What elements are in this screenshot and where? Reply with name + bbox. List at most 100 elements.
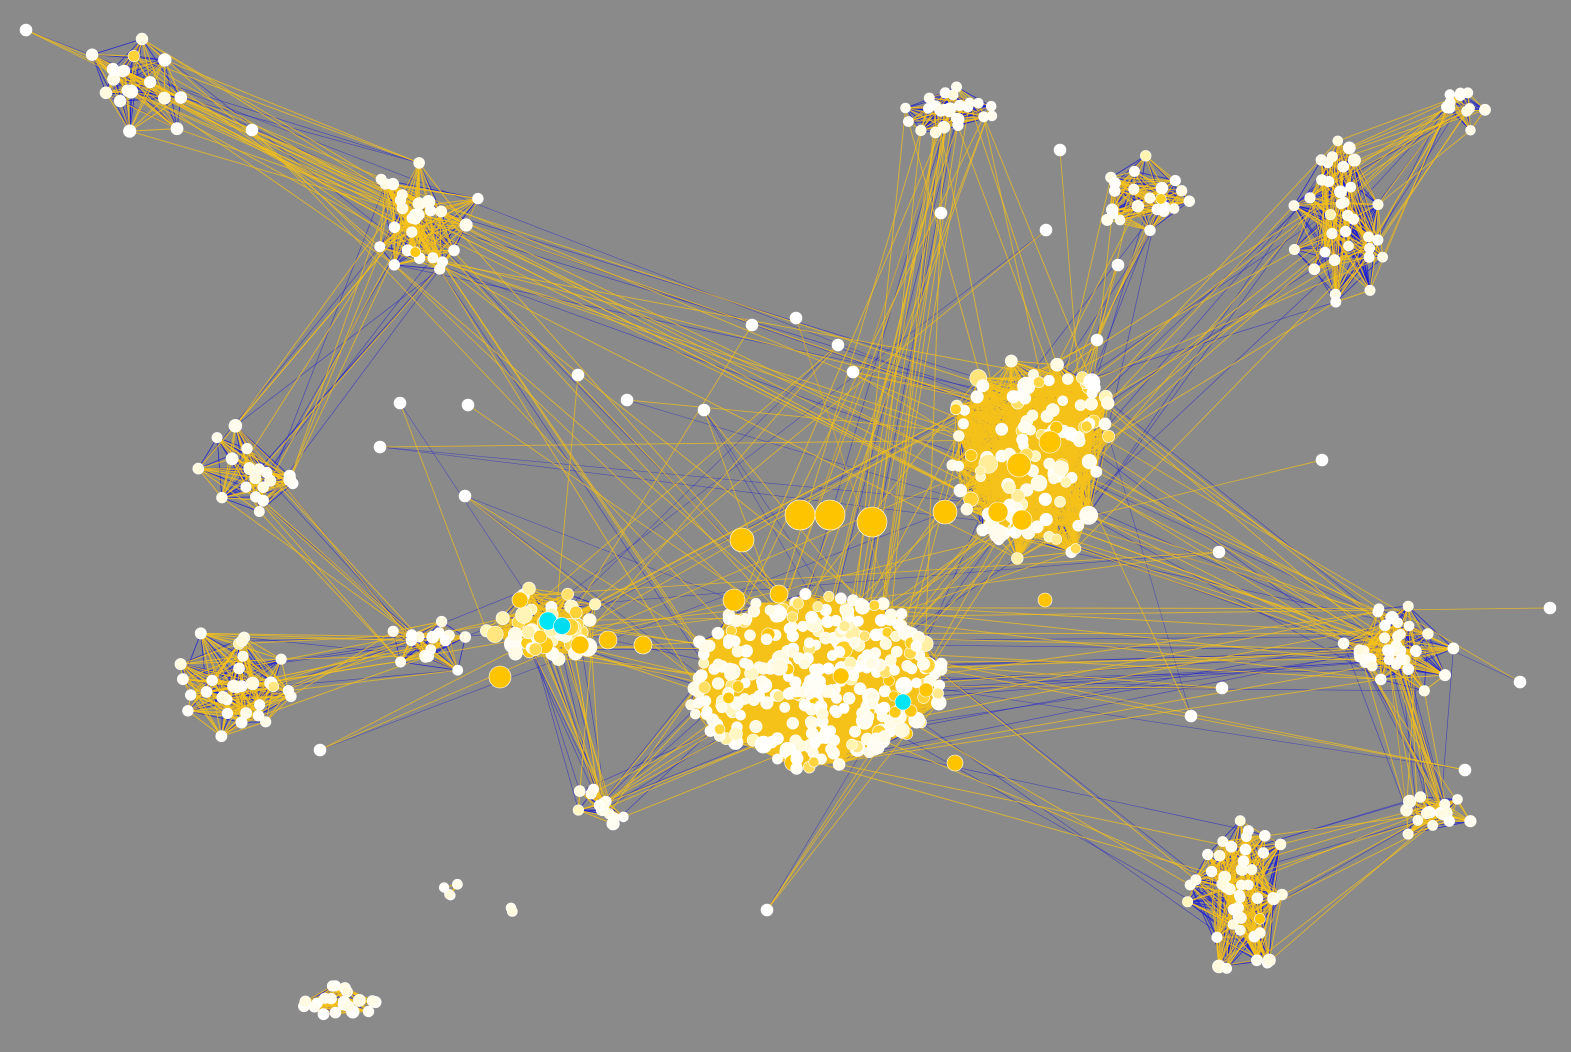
graph-edge	[1377, 204, 1384, 258]
graph-edge	[415, 218, 819, 632]
graph-edge	[200, 633, 244, 657]
graph-edge	[920, 116, 984, 131]
graph-edge	[956, 86, 992, 107]
graph-edge	[1114, 182, 1182, 192]
graph-edge	[25, 29, 1057, 428]
graph-edge	[526, 642, 600, 806]
graph-edge	[411, 588, 530, 637]
graph-edge	[164, 59, 182, 98]
graph-edge	[1440, 648, 1454, 813]
graph-edge	[129, 59, 166, 132]
graph-edge	[1407, 605, 1454, 649]
graph-edge	[1108, 436, 1192, 717]
graph-edge	[1114, 180, 1176, 184]
graph-edge	[112, 38, 143, 70]
graph-edge	[91, 54, 107, 93]
graph-edge	[379, 231, 413, 248]
graph-edge	[602, 726, 738, 811]
graph-edge	[379, 246, 440, 270]
graph-edge	[1380, 648, 1454, 680]
graph-edge	[129, 97, 182, 132]
graph-edge	[187, 710, 242, 723]
graph-edge	[141, 38, 420, 259]
graph-edge	[1407, 796, 1421, 835]
graph-edge	[394, 264, 440, 270]
graph-edge	[244, 637, 429, 657]
graph-edge	[1049, 463, 1521, 683]
graph-edge	[528, 632, 581, 792]
graph-edge	[1119, 208, 1158, 221]
graph-edge	[1294, 249, 1335, 261]
graph-edge	[1335, 256, 1383, 303]
graph-edge	[91, 38, 143, 56]
graph-edge	[182, 633, 202, 680]
graph-edge	[235, 268, 440, 427]
graph-edge	[1293, 159, 1322, 206]
graph-edge	[1294, 245, 1349, 250]
graph-edge	[890, 634, 1401, 732]
graph-edge	[1353, 159, 1379, 241]
graph-edge	[418, 214, 434, 258]
graph-edge	[221, 497, 260, 512]
graph-edge	[216, 437, 223, 498]
graph-edge	[1133, 171, 1151, 231]
graph-edge	[198, 448, 248, 469]
graph-edge	[127, 38, 143, 91]
graph-edge	[921, 722, 1258, 961]
graph-edge	[105, 92, 131, 132]
graph-edge	[198, 246, 381, 469]
graph-edge	[1048, 236, 1369, 537]
graph-edge	[379, 446, 1022, 527]
graph-edge	[888, 680, 1466, 771]
graph-edge	[411, 231, 441, 270]
graph-edge	[851, 744, 1249, 831]
graph-edge	[439, 269, 704, 664]
graph-edge	[401, 162, 420, 195]
graph-edge	[394, 257, 433, 266]
graph-edge	[119, 100, 178, 130]
graph-edge	[198, 468, 247, 488]
graph-edge	[1114, 180, 1176, 192]
graph-edge	[1343, 643, 1407, 811]
graph-edge	[1313, 156, 1333, 270]
graph-edge	[197, 437, 218, 469]
graph-edge	[1293, 205, 1326, 253]
graph-edge	[129, 81, 151, 132]
graph-edge	[419, 257, 1040, 484]
graph-edge	[262, 183, 386, 501]
graph-edge	[1369, 239, 1379, 291]
graph-edge	[929, 652, 1360, 682]
graph-edge	[1134, 170, 1176, 182]
graph-edge	[931, 664, 1239, 908]
graph-edge	[180, 97, 420, 164]
graph-edge	[1335, 289, 1371, 303]
graph-edge	[1110, 176, 1176, 182]
graph-edge	[1111, 171, 1135, 210]
graph-edge	[1085, 383, 1401, 635]
graph-edge	[393, 208, 404, 265]
graph-edge	[379, 446, 1011, 506]
graph-edge	[1110, 155, 1146, 178]
graph-edge	[1149, 200, 1190, 231]
graph-edge	[234, 425, 247, 488]
graph-edge	[1359, 656, 1443, 815]
graph-edge	[1251, 813, 1442, 870]
graph-edge	[1309, 197, 1326, 253]
graph-edge	[1091, 197, 1311, 405]
graph-edge	[786, 111, 950, 666]
graph-edge	[379, 183, 386, 247]
graph-edge	[127, 90, 178, 130]
graph-edge	[847, 643, 1389, 651]
graph-edge	[464, 495, 737, 704]
graph-edge	[400, 661, 458, 671]
graph-edge	[399, 402, 547, 624]
graph-edge	[418, 162, 467, 226]
graph-edge	[1048, 536, 1344, 644]
graph-edge	[379, 224, 467, 248]
graph-edge	[129, 128, 178, 132]
graph-edge	[1259, 844, 1281, 920]
graph-edge	[141, 38, 182, 98]
graph-edge	[1088, 188, 1163, 516]
